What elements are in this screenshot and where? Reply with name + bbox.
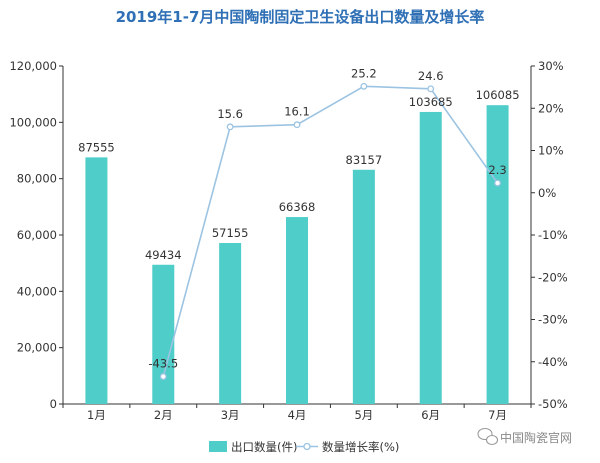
bar-series bbox=[85, 105, 509, 405]
line-value-label: 25.2 bbox=[351, 66, 377, 80]
bar bbox=[286, 217, 308, 404]
bar-value-label: 66368 bbox=[279, 200, 316, 214]
y-right-tick-label: -40% bbox=[538, 355, 568, 369]
y-left-tick-label: 80,000 bbox=[17, 172, 57, 186]
x-tick-label: 6月 bbox=[421, 408, 440, 422]
bar-value-label: 106085 bbox=[476, 88, 520, 102]
line-point bbox=[159, 373, 167, 380]
watermark-text: 中国陶瓷官网 bbox=[500, 430, 572, 445]
legend-label-line: 数量增长率(%) bbox=[322, 440, 399, 454]
y-right-tick-label: 0% bbox=[538, 186, 556, 200]
y-left-tick-label: 40,000 bbox=[17, 284, 57, 298]
x-tick-label: 2月 bbox=[154, 408, 173, 422]
line-value-label: 16.1 bbox=[284, 105, 310, 119]
bar bbox=[152, 264, 175, 404]
x-tick-label: 7月 bbox=[488, 408, 507, 422]
line-value-label: 15.6 bbox=[217, 107, 243, 121]
legend-label-bar: 出口数量(件) bbox=[231, 440, 297, 454]
y-right-tick-label: 20% bbox=[538, 101, 564, 115]
line-value-label: 2.3 bbox=[488, 163, 506, 177]
line-value-label: 24.6 bbox=[418, 69, 444, 83]
bar-value-label: 83157 bbox=[346, 153, 383, 167]
y-left-tick-label: 100,000 bbox=[9, 115, 57, 129]
growth-rate-line bbox=[162, 85, 499, 377]
bar bbox=[85, 157, 108, 404]
y-left-tick-label: 20,000 bbox=[17, 341, 57, 355]
y-right-tick-label: -30% bbox=[538, 313, 568, 327]
line-point bbox=[293, 121, 301, 129]
chart-title: 2019年1-7月中国陶制固定卫生设备出口数量及增长率 bbox=[116, 8, 485, 26]
line-point bbox=[427, 85, 435, 93]
y-left-tick-label: 60,000 bbox=[17, 228, 57, 242]
x-tick-label: 1月 bbox=[87, 408, 106, 422]
x-tick-label: 3月 bbox=[221, 408, 240, 422]
wechat-icon bbox=[477, 427, 499, 446]
y-right-tick-label: -10% bbox=[538, 228, 568, 242]
bar bbox=[486, 105, 509, 405]
data-labels: 87555 49434 57155 66368 83157 103685 106085 -43… bbox=[78, 66, 519, 370]
bar bbox=[219, 243, 242, 404]
y-left-tick-label: 0 bbox=[50, 397, 57, 411]
line-series bbox=[159, 82, 502, 380]
line-point bbox=[494, 179, 502, 187]
y-right-tick-label: -50% bbox=[538, 397, 568, 411]
axes: 0 20,000 40,000 60,000 80,000 100,000 120,000 3… bbox=[9, 59, 567, 422]
legend: 出口数量(件) 数量增长率(%) bbox=[209, 440, 399, 454]
y-right-tick-label: -20% bbox=[538, 270, 568, 284]
line-point bbox=[226, 123, 234, 131]
bar-value-label: 87555 bbox=[78, 140, 115, 154]
bar-value-label: 49434 bbox=[145, 248, 182, 262]
y-left-tick-label: 120,000 bbox=[9, 59, 57, 73]
x-tick-label: 5月 bbox=[354, 408, 373, 422]
bar bbox=[352, 169, 375, 404]
line-value-label: -43.5 bbox=[148, 357, 178, 371]
watermark: 中国陶瓷官网 bbox=[477, 427, 572, 446]
legend-swatch-bar bbox=[209, 441, 227, 452]
bar-value-label: 57155 bbox=[212, 226, 249, 240]
line-point bbox=[360, 82, 368, 90]
bar bbox=[419, 111, 442, 404]
bar-value-label: 103685 bbox=[409, 95, 453, 109]
y-right-tick-label: 30% bbox=[538, 59, 564, 73]
x-tick-label: 4月 bbox=[288, 408, 307, 422]
legend-swatch-marker bbox=[303, 442, 311, 451]
y-right-tick-label: 10% bbox=[538, 144, 564, 158]
